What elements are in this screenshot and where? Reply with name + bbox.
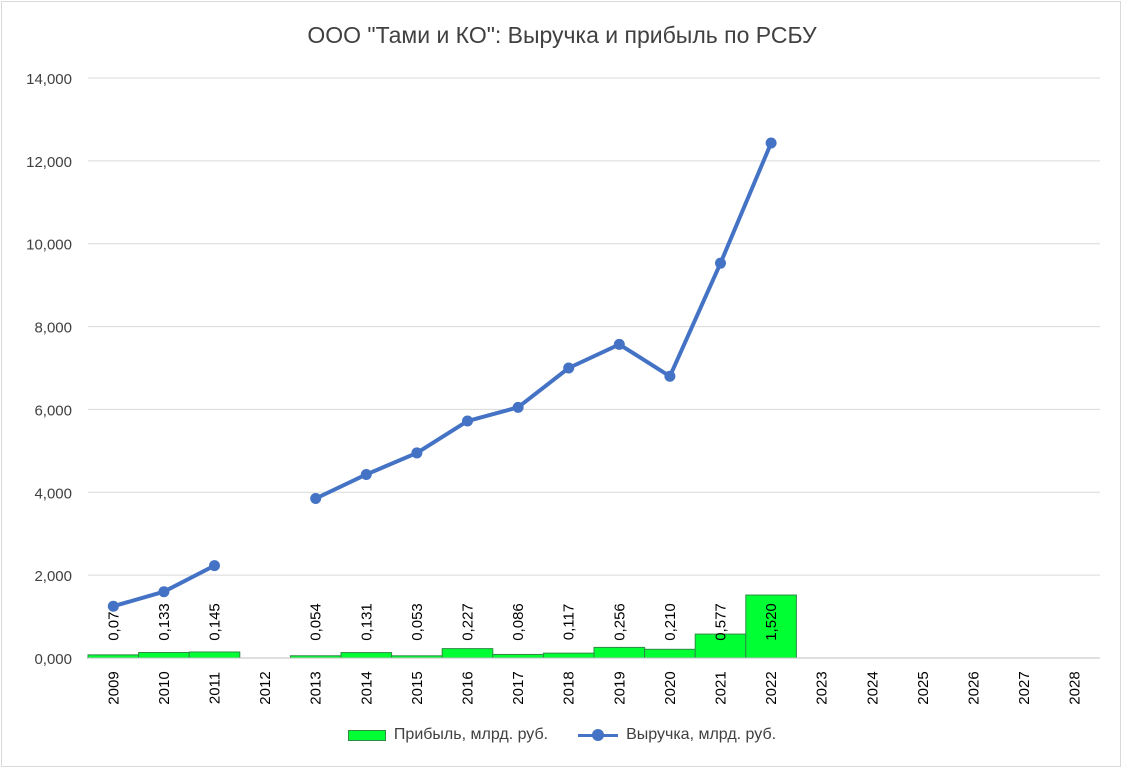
x-tick-label: 2019 [611, 671, 628, 704]
bar-data-label: 0,256 [611, 603, 628, 641]
bar-data-label: 0,131 [358, 603, 375, 641]
y-tick-label: 12,000 [26, 154, 72, 171]
y-tick-label: 8,000 [34, 320, 72, 337]
point-revenue [613, 338, 625, 350]
bar-data-label: 0,117 [561, 604, 578, 640]
bar-profit [745, 594, 797, 659]
bar-data-label: 0,054 [308, 603, 325, 641]
x-tick-label: 2018 [561, 671, 578, 704]
x-tick-label: 2021 [713, 671, 730, 704]
bar-data-label: 0,076 [105, 603, 122, 641]
legend-label-profit: Прибыль, млрд. руб. [393, 726, 549, 743]
bar-profit [188, 651, 241, 659]
x-tick-label: 2028 [1067, 671, 1084, 704]
y-tick-label: 14,000 [26, 71, 72, 88]
point-revenue [765, 137, 777, 149]
point-revenue [310, 493, 322, 504]
legend-item-revenue: Выручка, млрд. руб. [578, 726, 776, 744]
bar-profit [340, 652, 393, 659]
x-tick-label: 2026 [966, 671, 983, 704]
bar-data-label: 0,577 [713, 603, 730, 641]
x-tick-label: 2023 [814, 671, 831, 704]
bar-profit [542, 652, 595, 659]
x-tick-label: 2025 [915, 671, 932, 704]
chart-title: ООО "Тами и КО": Выручка и прибыль по РС… [307, 22, 817, 48]
x-tick-label: 2027 [1016, 671, 1033, 704]
x-tick-label: 2020 [662, 671, 679, 704]
bar-profit [644, 648, 696, 659]
line-revenue [111, 563, 217, 609]
y-tick-label: 0,000 [34, 651, 72, 668]
bar-data-label: 0,145 [207, 603, 224, 641]
x-tick-label: 2013 [308, 671, 325, 704]
legend-item-profit: Прибыль, млрд. руб. [347, 726, 549, 744]
point-revenue [360, 468, 372, 480]
bar-data-label: 0,086 [510, 603, 527, 641]
bar-profit [441, 648, 494, 659]
point-revenue [512, 401, 524, 413]
legend: Прибыль, млрд. руб. Выручка, млрд. руб. [0, 726, 1124, 744]
point-revenue [411, 447, 423, 459]
bar-profit [492, 653, 544, 659]
x-tick-label: 2011 [207, 672, 224, 704]
x-tick-label: 2017 [510, 671, 527, 704]
legend-swatch-revenue [578, 729, 619, 741]
bar-data-label: 0,133 [156, 603, 173, 641]
point-revenue [158, 586, 170, 598]
point-revenue [715, 257, 726, 269]
point-revenue [664, 370, 676, 382]
y-tick-label: 4,000 [34, 485, 72, 502]
y-tick-label: 10,000 [26, 237, 72, 254]
x-tick-label: 2015 [409, 671, 426, 704]
bar-data-label: 0,053 [409, 603, 426, 641]
x-tick-label: 2012 [257, 671, 274, 704]
point-revenue [462, 415, 473, 427]
x-tick-label: 2014 [358, 671, 375, 704]
legend-swatch-profit [347, 729, 386, 741]
point-revenue [107, 600, 119, 612]
bar-data-label: 0,227 [460, 603, 477, 641]
line-revenue [313, 141, 774, 501]
legend-label-revenue: Выручка, млрд. руб. [626, 726, 777, 743]
x-tick-label: 2010 [156, 671, 173, 704]
x-tick-label: 2009 [105, 671, 122, 704]
point-revenue [209, 560, 220, 572]
y-tick-label: 6,000 [34, 402, 72, 419]
bar-data-label: 0,210 [662, 603, 679, 641]
x-tick-label: 2022 [763, 671, 780, 704]
bar-profit [138, 651, 190, 659]
y-tick-label: 2,000 [34, 568, 72, 585]
x-tick-label: 2016 [460, 671, 477, 704]
bar-profit [593, 646, 646, 659]
x-tick-label: 2024 [864, 671, 881, 704]
bar-data-label: 1,520 [763, 603, 780, 641]
point-revenue [563, 362, 575, 374]
